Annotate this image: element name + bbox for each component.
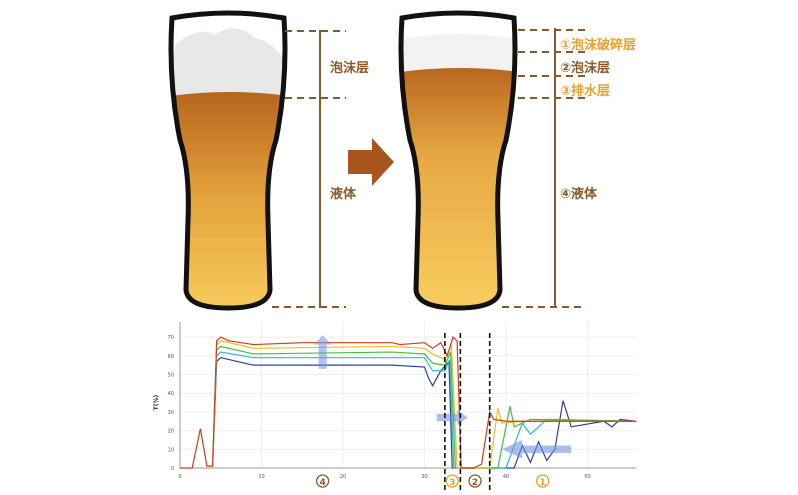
region-circle <box>468 474 482 488</box>
up-arrow-icon <box>313 335 332 369</box>
left-arrow-icon <box>501 439 572 459</box>
region-circle <box>315 474 330 488</box>
glass-after <box>398 10 518 311</box>
region-label: 1 <box>540 478 546 488</box>
region-circle <box>445 474 459 488</box>
region-label: 2 <box>472 478 478 488</box>
y-tick-label: 10 <box>168 447 174 453</box>
label-liquid: 液体 <box>330 187 357 202</box>
transmission-chart: 0 10 20 30 40 50 60 70 0 10 20 30 40 50 T(%) 4 3 2 1 <box>153 322 637 490</box>
region-label: 4 <box>319 478 325 488</box>
x-tick-label: 10 <box>258 474 264 480</box>
y-tick-label: 50 <box>168 373 174 379</box>
y-tick-label: 70 <box>168 335 174 341</box>
label-foam-layer-2: ②泡沫层 <box>560 61 611 76</box>
glass-before <box>168 10 288 311</box>
x-tick-label: 30 <box>421 474 427 480</box>
x-tick-label: 50 <box>584 474 590 480</box>
label-liquid-2: ④液体 <box>560 187 598 202</box>
y-tick-label: 0 <box>171 466 174 472</box>
bracket-after <box>502 28 586 308</box>
y-axis-label: T(%) <box>153 395 160 411</box>
region-circle <box>536 474 550 488</box>
y-tick-label: 30 <box>168 410 174 416</box>
label-drainage-layer: ③排水层 <box>560 84 611 99</box>
region-label: 3 <box>449 478 455 488</box>
label-foam-breaking-layer: ①泡沫破碎层 <box>560 38 637 53</box>
x-tick-label: 0 <box>178 474 181 480</box>
label-foam-layer: 泡沫层 <box>330 61 370 76</box>
y-tick-label: 60 <box>168 354 174 360</box>
series-line <box>180 336 637 469</box>
series-line <box>212 357 637 469</box>
y-tick-label: 40 <box>168 391 174 397</box>
series-line <box>212 351 637 469</box>
bracket-before <box>272 30 346 308</box>
y-tick-label: 20 <box>168 429 174 435</box>
right-arrow-icon <box>348 138 394 186</box>
x-tick-label: 40 <box>503 474 509 480</box>
x-tick-label: 20 <box>340 474 346 480</box>
